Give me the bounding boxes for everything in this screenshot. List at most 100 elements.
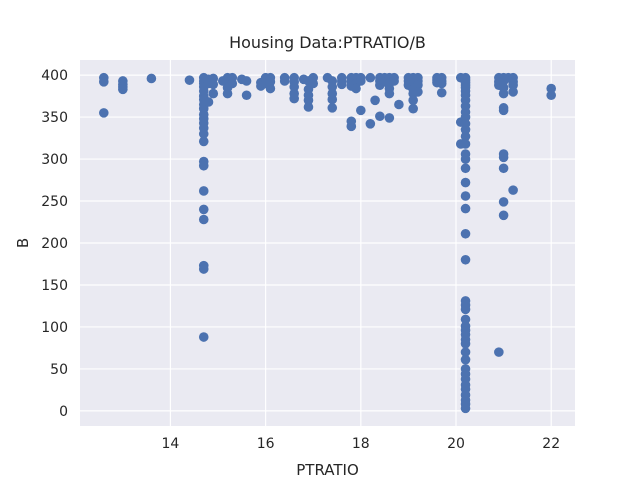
- data-point: [498, 152, 509, 163]
- y-tick-label: 250: [41, 194, 68, 210]
- data-point: [184, 75, 195, 85]
- data-point: [118, 84, 128, 95]
- data-point: [370, 95, 380, 106]
- data-point: [460, 112, 471, 122]
- data-point: [508, 87, 518, 97]
- data-point: [436, 87, 447, 98]
- data-point: [198, 264, 209, 274]
- x-axis-ticks: 14 16 18 20 22: [162, 436, 561, 452]
- data-point: [222, 88, 233, 99]
- y-tick-label: 0: [59, 404, 68, 420]
- data-point: [460, 191, 471, 201]
- data-point: [498, 210, 509, 221]
- data-point: [327, 94, 338, 105]
- data-point: [208, 79, 219, 90]
- chart-title: Housing Data:PTRATIO/B: [229, 33, 426, 52]
- data-point: [356, 76, 366, 86]
- data-point: [365, 118, 376, 129]
- data-point: [494, 347, 504, 357]
- y-tick-label: 150: [41, 278, 68, 294]
- data-point: [265, 77, 276, 87]
- data-point: [498, 105, 509, 116]
- y-tick-label: 200: [41, 236, 68, 252]
- data-point: [413, 80, 423, 90]
- data-point: [508, 80, 518, 90]
- data-point: [384, 88, 395, 99]
- data-point: [408, 103, 418, 114]
- data-point: [279, 76, 290, 86]
- y-axis-label: B: [14, 238, 32, 248]
- data-point: [460, 154, 471, 164]
- data-point: [460, 163, 471, 174]
- data-point: [327, 103, 338, 113]
- x-axis-label: PTRATIO: [296, 461, 359, 479]
- data-point: [227, 78, 238, 89]
- y-tick-label: 350: [41, 110, 68, 126]
- data-point: [98, 77, 109, 87]
- x-tick-label: 14: [162, 436, 180, 452]
- data-point: [460, 228, 471, 239]
- data-point: [413, 87, 423, 97]
- data-point: [356, 105, 366, 116]
- data-point: [198, 332, 209, 342]
- data-point: [336, 79, 347, 90]
- data-point: [198, 204, 209, 215]
- data-point: [327, 82, 338, 92]
- data-point: [198, 136, 209, 147]
- data-point: [241, 76, 252, 86]
- data-point: [198, 129, 209, 139]
- y-tick-label: 300: [41, 152, 68, 168]
- data-point: [460, 403, 471, 414]
- y-tick-label: 400: [41, 68, 68, 84]
- data-point: [98, 108, 109, 118]
- data-point: [460, 347, 471, 357]
- data-point: [265, 83, 276, 94]
- data-point: [389, 76, 399, 86]
- data-point: [546, 83, 557, 94]
- data-point: [460, 254, 471, 265]
- data-point: [508, 185, 518, 195]
- data-point: [289, 93, 299, 104]
- data-point: [460, 354, 471, 365]
- data-point: [460, 203, 471, 214]
- data-point: [384, 113, 395, 123]
- x-tick-label: 22: [542, 436, 560, 452]
- data-point: [303, 95, 314, 106]
- data-point: [436, 78, 447, 89]
- data-point: [241, 90, 252, 101]
- data-point: [460, 338, 471, 349]
- x-tick-label: 16: [257, 436, 275, 452]
- data-point: [351, 83, 361, 94]
- data-points: [98, 72, 557, 414]
- data-point: [394, 99, 404, 110]
- data-point: [198, 160, 209, 171]
- data-point: [460, 314, 471, 325]
- data-point: [208, 88, 219, 99]
- x-tick-label: 18: [352, 436, 370, 452]
- data-point: [289, 82, 299, 92]
- data-point: [303, 102, 314, 112]
- data-point: [498, 163, 509, 174]
- data-point: [460, 177, 471, 188]
- data-point: [365, 72, 376, 83]
- data-point: [498, 88, 509, 99]
- data-point: [203, 97, 214, 107]
- y-tick-label: 50: [50, 362, 68, 378]
- data-point: [146, 73, 157, 84]
- y-tick-label: 100: [41, 320, 68, 336]
- data-point: [498, 197, 509, 207]
- data-point: [308, 78, 319, 89]
- data-point: [546, 90, 557, 101]
- data-point: [408, 95, 418, 106]
- data-point: [460, 131, 471, 142]
- y-axis-ticks: 0 50 100 150 200 250 300 350 400: [41, 68, 68, 420]
- data-point: [198, 186, 209, 196]
- data-point: [375, 111, 385, 122]
- data-point: [460, 139, 471, 149]
- x-tick-label: 20: [447, 436, 465, 452]
- data-point: [460, 124, 471, 135]
- data-point: [198, 214, 209, 225]
- data-point: [460, 304, 471, 315]
- data-point: [346, 121, 357, 132]
